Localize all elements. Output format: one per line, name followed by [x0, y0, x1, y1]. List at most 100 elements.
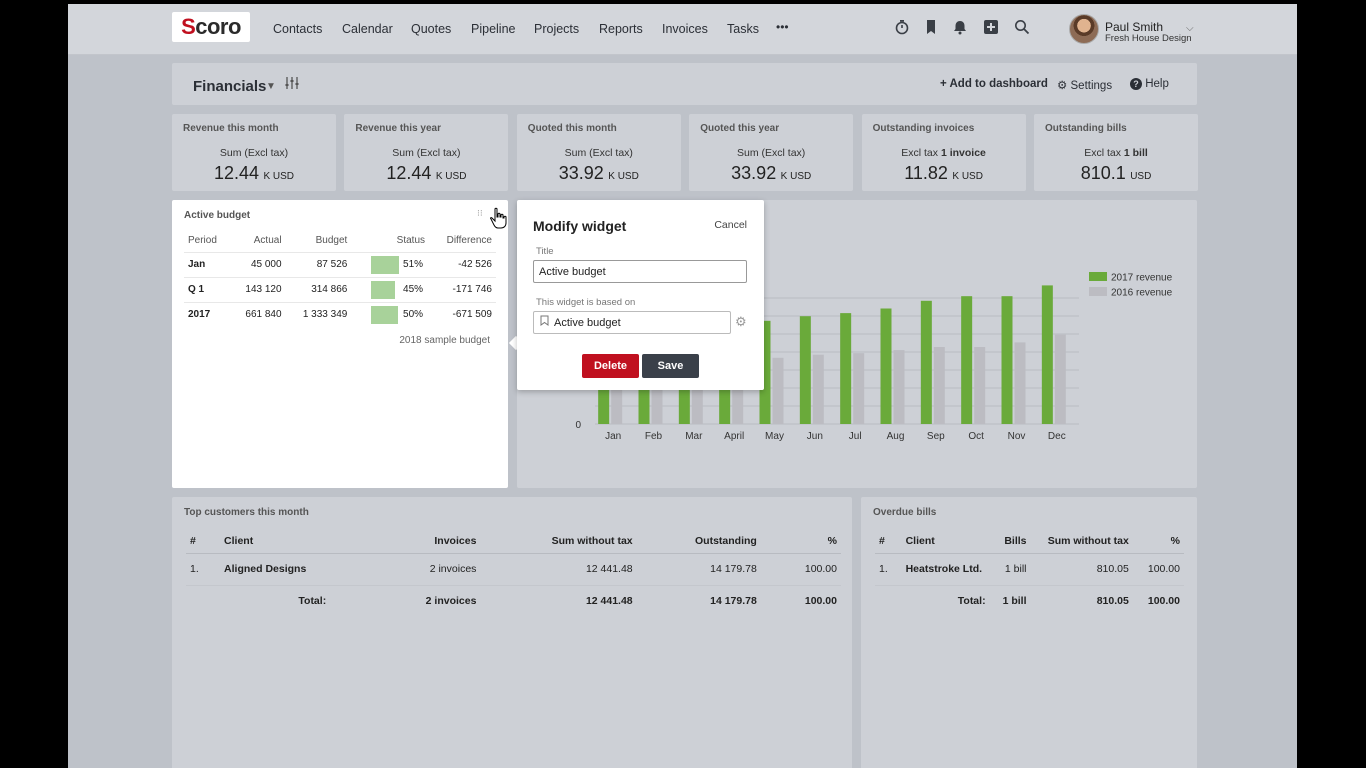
hand-cursor-icon [489, 207, 507, 234]
actual-cell: 143 120 [230, 276, 286, 302]
kpi-value: 810.1 USD [1080, 163, 1152, 183]
kpi-value: 12.44 K USD [213, 163, 295, 183]
col-budget: Budget [315, 235, 348, 247]
x-tick-label: Feb [645, 431, 663, 442]
difference-cell: -42 526 [429, 251, 496, 277]
kpi-title: Revenue this month [183, 123, 279, 134]
nav-projects[interactable]: Projects [534, 22, 580, 36]
status-bar [371, 305, 399, 324]
table-row[interactable]: 1. Aligned Designs 2 invoices 12 441.48 … [186, 553, 841, 586]
x-tick-label: May [765, 431, 784, 442]
status-bar [371, 280, 396, 299]
app-window: Scoro Contacts Calendar Quotes Pipeline … [68, 4, 1297, 768]
save-button[interactable]: Save [642, 354, 699, 378]
drag-handle-icon[interactable]: ⁝⁝ [477, 208, 483, 218]
outstanding-cell: 14 179.78 [636, 553, 761, 586]
scoro-logo[interactable]: Scoro [172, 12, 250, 42]
user-name[interactable]: Paul Smith [1105, 20, 1164, 34]
nav-reports[interactable]: Reports [599, 22, 643, 36]
table-row: Q 1 143 120 314 866 45% -171 746 [184, 276, 496, 302]
status-cell: 50% [351, 301, 430, 327]
notifications-icon[interactable] [951, 19, 969, 37]
total-sum: 12 441.48 [585, 595, 633, 608]
period-cell: Q 1 [184, 276, 231, 302]
client-link[interactable]: Heatstroke Ltd. [901, 553, 990, 586]
title-input[interactable]: Active budget [533, 260, 747, 283]
kpi-label: Excl tax 1 invoice [901, 147, 986, 159]
bar-series1 [1001, 296, 1013, 424]
bar-series2 [772, 357, 784, 424]
nav-calendar[interactable]: Calendar [342, 22, 393, 36]
bills-cell: 1 bill [989, 553, 1031, 586]
col-outstanding: Outstanding [636, 529, 761, 554]
x-tick-label: Jan [605, 431, 621, 442]
help-button[interactable]: ? Help [1130, 78, 1169, 90]
difference-cell: -171 746 [429, 276, 496, 302]
kpi-title: Outstanding invoices [872, 123, 975, 134]
client-link[interactable]: Aligned Designs [220, 553, 331, 586]
kpi-card[interactable]: Outstanding invoices Excl tax 1 invoice 11… [861, 114, 1026, 191]
kpi-label: Sum (Excl tax) [564, 147, 633, 159]
x-tick-label: Nov [1008, 431, 1026, 442]
page-header: Financials ▼ + Add to dashboard ⚙ Settin… [172, 63, 1197, 105]
add-new-icon[interactable] [982, 19, 1000, 37]
nav-more-icon[interactable]: ••• [776, 20, 789, 34]
nav-pipeline[interactable]: Pipeline [471, 22, 516, 36]
page-title[interactable]: Financials [193, 78, 267, 95]
cancel-button[interactable]: Cancel [714, 219, 747, 231]
pct-cell: 100.00 [760, 553, 841, 586]
widget-title: Active budget [184, 210, 251, 221]
nav-quotes[interactable]: Quotes [411, 22, 452, 36]
kpi-card[interactable]: Outstanding bills Excl tax 1 bill 810.1 US… [1034, 114, 1198, 191]
nav-tasks[interactable]: Tasks [727, 22, 759, 36]
widget-title: Top customers this month [184, 507, 309, 518]
user-company: Fresh House Design [1105, 33, 1192, 44]
filter-sliders-icon[interactable] [285, 76, 299, 94]
kpi-value: 12.44 K USD [386, 163, 467, 183]
bar-series2 [974, 347, 986, 424]
gear-icon[interactable]: ⚙ [735, 314, 747, 329]
chevron-down-icon[interactable]: ⌵ [1186, 23, 1194, 34]
bar-series2 [611, 377, 623, 424]
x-tick-label: April [724, 431, 744, 442]
actual-cell: 661 840 [230, 301, 286, 327]
top-customers-widget: Top customers this month # Client Invoic… [172, 497, 852, 768]
total-label: Total: [957, 595, 986, 608]
x-tick-label: Jul [849, 431, 862, 442]
kpi-label: Sum (Excl tax) [219, 147, 289, 159]
col-sum: Sum without tax [480, 529, 637, 554]
timer-icon[interactable] [893, 19, 911, 37]
settings-button[interactable]: ⚙ Settings [1057, 80, 1113, 92]
x-tick-label: Aug [887, 431, 905, 442]
caret-down-icon[interactable]: ▼ [266, 81, 276, 92]
nav-invoices[interactable]: Invoices [662, 22, 708, 36]
status-bar [371, 255, 400, 274]
total-pct: 100.00 [804, 595, 837, 608]
total-outstanding: 14 179.78 [710, 595, 757, 608]
col-bills: Bills [989, 529, 1031, 554]
kpi-title: Outstanding bills [1045, 123, 1127, 134]
delete-button[interactable]: Delete [582, 354, 639, 378]
table-row: Jan 45 000 87 526 51% -42 526 [184, 251, 496, 277]
col-pct: % [760, 529, 841, 554]
table-row[interactable]: 1. Heatstroke Ltd. 1 bill 810.05 100.00 [875, 553, 1184, 586]
nav-contacts[interactable]: Contacts [273, 22, 323, 36]
kpi-card[interactable]: Quoted this month Sum (Excl tax) 33.92 K … [516, 114, 681, 191]
plus-icon: + [940, 78, 950, 90]
top-customers-table: # Client Invoices Sum without tax Outsta… [186, 529, 841, 617]
add-to-dashboard-button[interactable]: + Add to dashboard [940, 78, 1048, 90]
legend-label: 2016 revenue [1111, 288, 1173, 299]
kpi-title: Quoted this month [527, 123, 617, 134]
user-avatar[interactable] [1069, 14, 1099, 44]
search-icon[interactable] [1013, 19, 1031, 37]
kpi-card[interactable]: Quoted this year Sum (Excl tax) 33.92 K U… [689, 114, 854, 191]
bookmark-icon[interactable] [922, 19, 940, 37]
bar-series2 [853, 353, 865, 424]
x-tick-label: Mar [685, 431, 703, 442]
col-invoices: Invoices [330, 529, 481, 554]
budget-cell: 1 333 349 [285, 301, 352, 327]
kpi-card[interactable]: Revenue this month Sum (Excl tax) 12.44 K… [172, 114, 336, 191]
based-on-select[interactable]: Active budget [533, 311, 731, 334]
kpi-card[interactable]: Revenue this year Sum (Excl tax) 12.44 K … [344, 114, 509, 191]
legend-label: 2017 revenue [1111, 273, 1173, 284]
